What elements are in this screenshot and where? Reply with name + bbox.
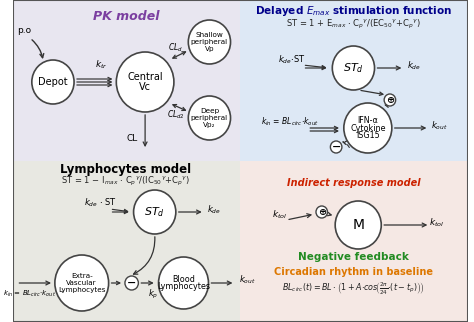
Text: $ST_d$: $ST_d$	[144, 205, 165, 219]
Text: $k_{out}$: $k_{out}$	[430, 120, 447, 132]
Text: ISG15: ISG15	[356, 131, 380, 140]
Text: ST = 1 $-$ I$_{max}$ $\cdot$ C$_p$$^{\gamma}$/(IC$_{50}$$^{\gamma}$+C$_p$$^{\gam: ST = 1 $-$ I$_{max}$ $\cdot$ C$_p$$^{\ga…	[62, 175, 191, 188]
Text: Indirect response model: Indirect response model	[287, 178, 420, 188]
Text: Delayed $E_{max}$ stimulation function: Delayed $E_{max}$ stimulation function	[255, 4, 452, 18]
Text: M: M	[352, 218, 364, 232]
Text: peripheral: peripheral	[191, 115, 228, 121]
Text: Central: Central	[128, 72, 163, 82]
Circle shape	[158, 257, 209, 309]
Circle shape	[335, 201, 381, 249]
Text: $k_{tol}$: $k_{tol}$	[429, 217, 445, 229]
Text: $k_p$: $k_p$	[147, 288, 158, 300]
Text: −: −	[331, 142, 341, 152]
Text: Vp₂: Vp₂	[203, 122, 216, 128]
Circle shape	[134, 190, 176, 234]
Text: $ST_d$: $ST_d$	[343, 61, 364, 75]
Text: Vp: Vp	[205, 46, 214, 52]
Text: $k_{in}$ = $BL_{circ}$$\cdot$$k_{out}$: $k_{in}$ = $BL_{circ}$$\cdot$$k_{out}$	[3, 289, 56, 299]
Text: Cytokine: Cytokine	[350, 124, 385, 132]
Circle shape	[188, 96, 230, 140]
Text: p.o: p.o	[17, 25, 31, 34]
Text: $BL_{circ}(t) = BL \cdot \left(1+A{\cdot}cos\!\left(\frac{2\pi}{24}{\cdot}(t-t_p: $BL_{circ}(t) = BL \cdot \left(1+A{\cdot…	[282, 281, 425, 297]
Text: Circadian rhythm in baseline: Circadian rhythm in baseline	[274, 267, 433, 277]
Text: IFN-α: IFN-α	[357, 116, 378, 125]
Circle shape	[330, 141, 342, 153]
Circle shape	[116, 52, 174, 112]
Circle shape	[32, 60, 74, 104]
Text: ST = 1 + E$_{max}$ $\cdot$ C$_p$$^{\gamma}$/(EC$_{50}$$^{\gamma}$+C$_p$$^{\gamma: ST = 1 + E$_{max}$ $\cdot$ C$_p$$^{\gamm…	[286, 18, 421, 31]
Text: $k_{de}$: $k_{de}$	[407, 60, 421, 72]
Text: peripheral: peripheral	[191, 39, 228, 45]
Text: Blood: Blood	[172, 275, 195, 284]
Text: Vc: Vc	[139, 81, 151, 91]
Text: $CL_d$: $CL_d$	[168, 42, 183, 54]
Circle shape	[344, 103, 392, 153]
Text: $k_{de}$: $k_{de}$	[207, 204, 221, 216]
Text: $CL_{d2}$: $CL_{d2}$	[167, 109, 185, 121]
Text: $k_{tol}$: $k_{tol}$	[272, 209, 287, 221]
Text: ⊕: ⊕	[386, 95, 394, 105]
Text: Shallow: Shallow	[196, 32, 223, 38]
Circle shape	[188, 20, 230, 64]
Text: PK model: PK model	[92, 10, 159, 23]
Circle shape	[384, 94, 396, 106]
Bar	[240, 161, 468, 322]
Bar	[13, 0, 240, 161]
Text: $k_{in}$ = $BL_{circ}$$\cdot$$k_{out}$: $k_{in}$ = $BL_{circ}$$\cdot$$k_{out}$	[261, 116, 319, 128]
Text: $k_{tr}$: $k_{tr}$	[95, 59, 107, 71]
Circle shape	[125, 276, 138, 290]
Text: $k_{out}$: $k_{out}$	[239, 274, 256, 286]
Text: CL: CL	[127, 134, 138, 143]
Text: −: −	[127, 278, 137, 288]
Circle shape	[332, 46, 374, 90]
Text: Depot: Depot	[38, 77, 68, 87]
Text: $k_{de}$$\cdot$ST: $k_{de}$$\cdot$ST	[278, 54, 306, 66]
Text: Negative feedback: Negative feedback	[298, 252, 409, 262]
Text: Lymphocytes: Lymphocytes	[157, 282, 210, 291]
Text: Vascular: Vascular	[66, 280, 97, 286]
Circle shape	[55, 255, 109, 311]
Text: Lymphocytes: Lymphocytes	[58, 287, 106, 293]
Bar	[13, 161, 240, 322]
Text: Deep: Deep	[200, 108, 219, 114]
Circle shape	[316, 206, 328, 218]
Bar	[240, 0, 468, 161]
Text: Lymphocytes model: Lymphocytes model	[60, 163, 191, 176]
Text: ⊕: ⊕	[318, 207, 326, 217]
Text: $k_{de}$ $\cdot$ ST: $k_{de}$ $\cdot$ ST	[83, 197, 117, 209]
Text: Extra-: Extra-	[71, 273, 92, 279]
